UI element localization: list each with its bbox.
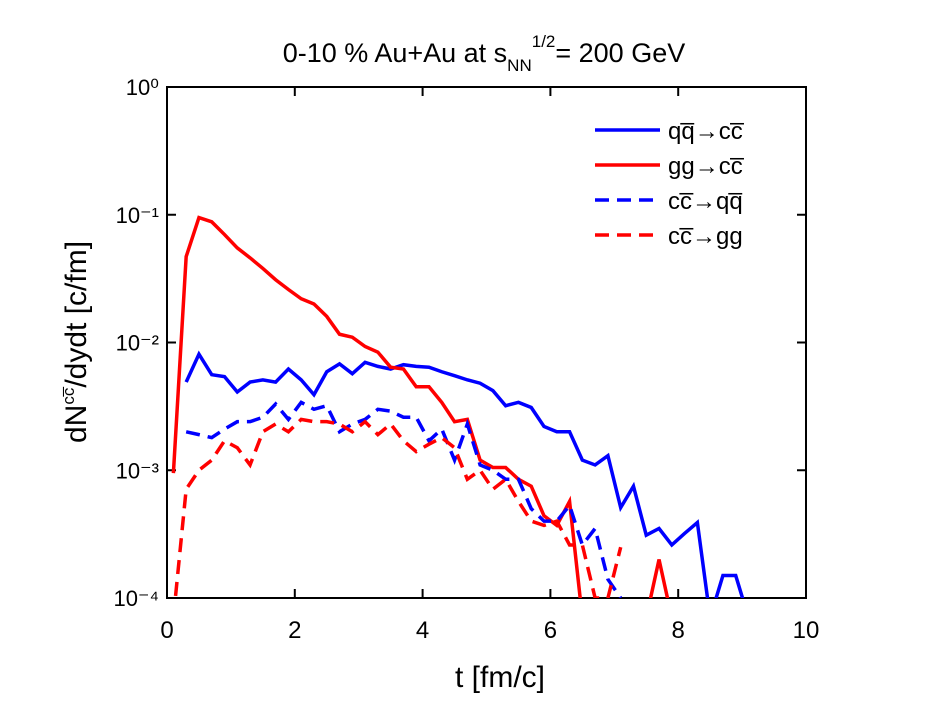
y-axis-label: dNcc̅/dydt [c/fm] [59,241,93,443]
legend-label: qq̅→cc̅ [668,118,744,145]
series-line [185,400,623,598]
title-part: 0-10 % Au+Au at s [283,38,507,68]
y-tick-label: 10⁻² [116,331,159,356]
x-tick-label: 10 [793,617,820,644]
series-line [173,417,623,598]
chart-title: 0-10 % Au+Au at sNN1/2= 200 GeV [283,32,685,75]
y-tick-label: 10⁻⁴ [113,586,159,611]
y-label-part: dN [60,405,93,443]
y-label-superscript: cc̅ [59,387,78,405]
y-tick-label: 10⁻³ [116,458,159,483]
x-tick-label: 2 [288,617,301,644]
x-tick-label: 0 [160,617,173,644]
x-axis-label: t [fm/c] [455,661,545,694]
series-line [648,559,670,598]
legend-label: cc̅→qq̅ [668,188,743,215]
x-tick-label: 8 [672,617,685,644]
legend-label: cc̅→gg [668,223,743,250]
y-label-part: /dydt [c/fm] [60,241,93,388]
title-subscript: NN [507,56,532,75]
plot-area [171,215,745,598]
y-tick-label: 10⁰ [126,75,159,100]
x-tick-label: 6 [544,617,557,644]
series-line [171,215,582,598]
legend-label: gg→cc̅ [668,153,744,180]
x-tick-label: 4 [416,617,429,644]
y-tick-label: 10⁻¹ [116,203,159,228]
series-line [184,350,745,598]
title-part: = 200 GeV [555,38,685,68]
title-superscript: 1/2 [532,32,556,51]
